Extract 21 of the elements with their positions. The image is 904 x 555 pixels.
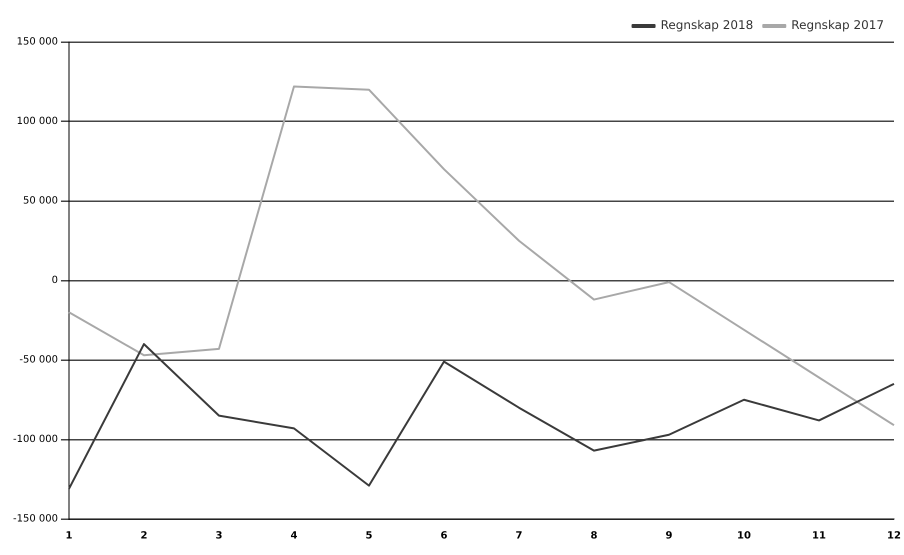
x-tick-label: 7 [516,530,522,542]
x-tick-label: 8 [590,530,598,542]
x-tick-label: 6 [440,530,448,542]
x-tick-label: 1 [65,530,72,542]
y-tick-label: 50 000 [22,196,58,207]
legend-label: Regnskap 2017 [791,18,884,32]
y-tick-label: -150 000 [12,514,58,525]
legend-label: Regnskap 2018 [660,18,754,32]
x-tick-label: 3 [215,530,222,542]
y-tick-label: -100 000 [12,434,58,446]
x-tick-label: 5 [365,530,372,542]
x-tick-label: 12 [887,530,901,542]
x-tick-label: 10 [737,530,751,542]
x-tick-label: 11 [812,530,826,542]
x-tick-label: 2 [140,530,148,542]
y-tick-label: 150 000 [16,36,58,48]
x-tick-label: 9 [666,530,673,542]
x-tick-label: 4 [290,530,298,542]
y-tick-label: -50 000 [19,354,58,366]
y-tick-label: 0 [52,275,58,286]
y-tick-label: 100 000 [16,116,58,128]
